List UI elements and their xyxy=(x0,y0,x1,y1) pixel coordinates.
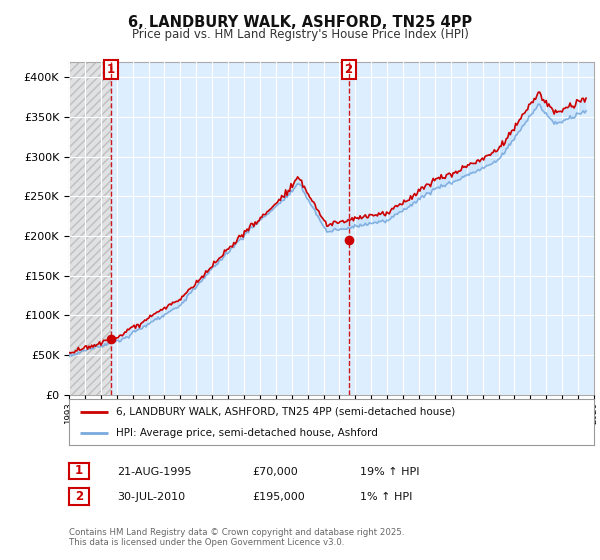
Text: 21-AUG-1995: 21-AUG-1995 xyxy=(117,466,191,477)
Text: 6, LANDBURY WALK, ASHFORD, TN25 4PP (semi-detached house): 6, LANDBURY WALK, ASHFORD, TN25 4PP (sem… xyxy=(116,407,455,417)
Text: 2: 2 xyxy=(344,63,353,76)
Text: £70,000: £70,000 xyxy=(252,466,298,477)
Text: 19% ↑ HPI: 19% ↑ HPI xyxy=(360,466,419,477)
Text: Price paid vs. HM Land Registry's House Price Index (HPI): Price paid vs. HM Land Registry's House … xyxy=(131,28,469,41)
Text: HPI: Average price, semi-detached house, Ashford: HPI: Average price, semi-detached house,… xyxy=(116,428,378,438)
Text: 1: 1 xyxy=(107,63,115,76)
Text: 1% ↑ HPI: 1% ↑ HPI xyxy=(360,492,412,502)
Text: 1: 1 xyxy=(75,464,83,478)
Text: 2: 2 xyxy=(75,490,83,503)
Text: Contains HM Land Registry data © Crown copyright and database right 2025.
This d: Contains HM Land Registry data © Crown c… xyxy=(69,528,404,547)
Text: £195,000: £195,000 xyxy=(252,492,305,502)
Text: 30-JUL-2010: 30-JUL-2010 xyxy=(117,492,185,502)
Text: 6, LANDBURY WALK, ASHFORD, TN25 4PP: 6, LANDBURY WALK, ASHFORD, TN25 4PP xyxy=(128,15,472,30)
